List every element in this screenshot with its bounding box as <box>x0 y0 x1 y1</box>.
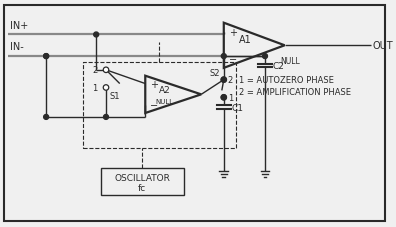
Text: +: + <box>150 79 158 89</box>
Circle shape <box>44 54 49 59</box>
Text: 2 = AMPLIFICATION PHASE: 2 = AMPLIFICATION PHASE <box>240 88 352 96</box>
Circle shape <box>221 95 226 100</box>
Circle shape <box>44 54 49 59</box>
Text: IN+: IN+ <box>10 20 28 30</box>
Text: C1: C1 <box>232 103 244 112</box>
Circle shape <box>263 54 267 59</box>
Text: S1: S1 <box>110 91 120 100</box>
Text: −: − <box>150 101 158 111</box>
Bar <box>101 168 183 196</box>
Text: −: − <box>229 55 237 65</box>
Text: C2: C2 <box>273 62 285 71</box>
Text: NULL: NULL <box>281 57 301 66</box>
Circle shape <box>103 115 109 120</box>
Circle shape <box>103 85 109 91</box>
Circle shape <box>94 33 99 38</box>
Text: fc: fc <box>138 183 147 192</box>
Text: 2: 2 <box>228 76 233 85</box>
Circle shape <box>221 78 227 83</box>
Text: NULL: NULL <box>156 99 174 105</box>
Circle shape <box>44 115 49 120</box>
Text: A1: A1 <box>239 35 252 45</box>
Circle shape <box>221 54 226 59</box>
Text: OSCILLATOR: OSCILLATOR <box>114 173 170 182</box>
Circle shape <box>221 78 226 83</box>
Circle shape <box>221 95 227 101</box>
Text: +: + <box>229 27 237 37</box>
Text: 1 = AUTOZERO PHASE: 1 = AUTOZERO PHASE <box>240 76 334 85</box>
Text: OUT: OUT <box>373 41 394 51</box>
Bar <box>84 63 236 149</box>
Text: IN-: IN- <box>10 42 24 52</box>
Circle shape <box>103 68 109 73</box>
Text: A2: A2 <box>159 86 171 94</box>
Text: 2: 2 <box>92 66 97 75</box>
Text: S2: S2 <box>209 69 219 78</box>
Text: 1: 1 <box>92 84 97 93</box>
Text: 1: 1 <box>228 93 233 102</box>
